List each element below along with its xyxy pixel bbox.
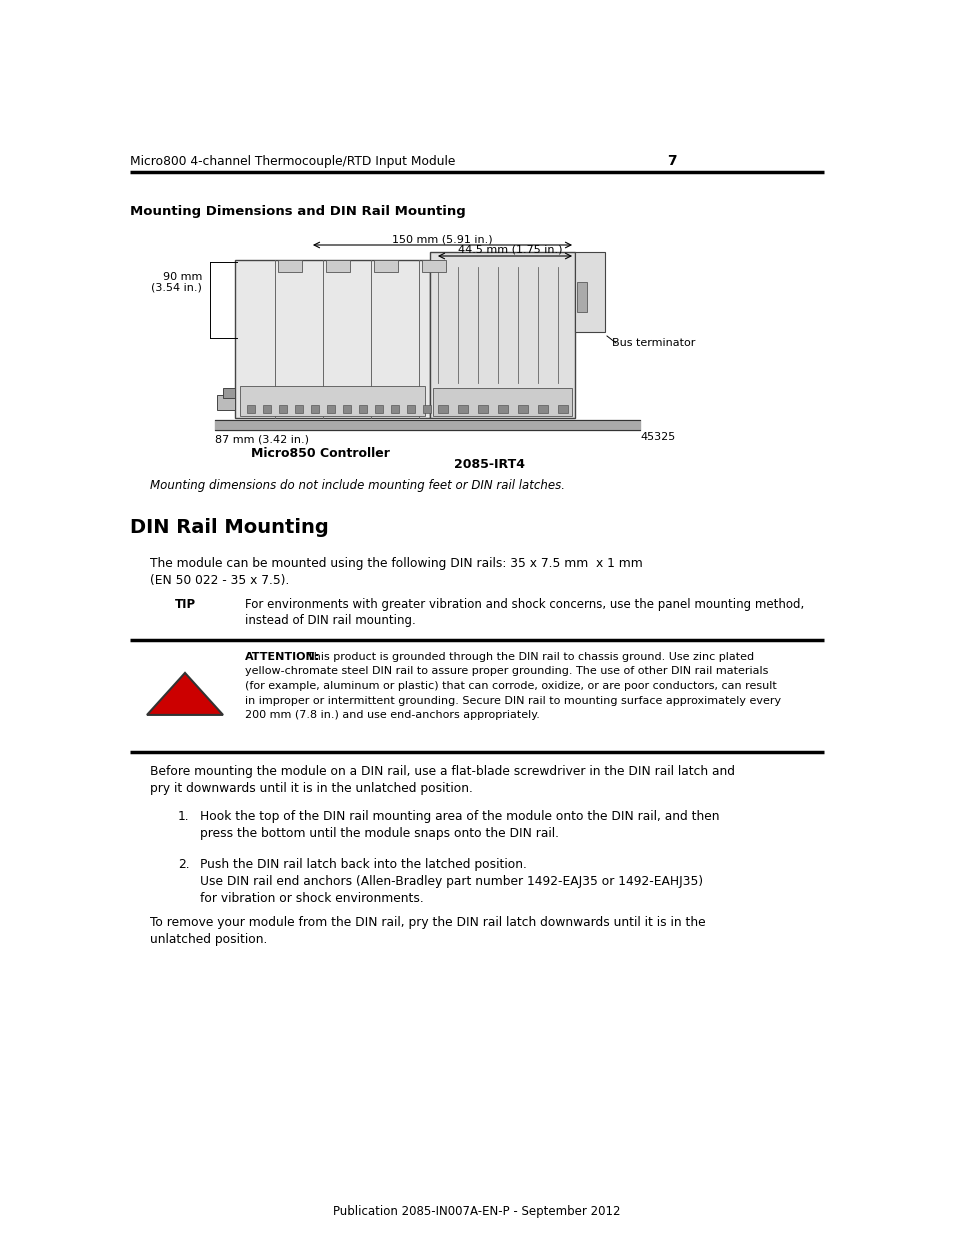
Bar bbox=[374, 261, 397, 272]
Bar bbox=[263, 405, 271, 412]
Bar bbox=[327, 405, 335, 412]
Text: Micro800 4-channel Thermocouple/RTD Input Module: Micro800 4-channel Thermocouple/RTD Inpu… bbox=[130, 156, 455, 168]
Bar bbox=[247, 405, 254, 412]
Bar bbox=[407, 405, 415, 412]
Text: 87 mm (3.42 in.): 87 mm (3.42 in.) bbox=[214, 433, 309, 445]
Bar bbox=[433, 388, 572, 416]
Bar bbox=[537, 405, 547, 412]
Text: Publication 2085-IN007A-EN-P - September 2012: Publication 2085-IN007A-EN-P - September… bbox=[333, 1205, 620, 1218]
Text: !: ! bbox=[179, 688, 191, 713]
Text: Mounting dimensions do not include mounting feet or DIN rail latches.: Mounting dimensions do not include mount… bbox=[150, 479, 564, 492]
Text: pry it downwards until it is in the unlatched position.: pry it downwards until it is in the unla… bbox=[150, 782, 473, 795]
Text: TIP: TIP bbox=[174, 598, 196, 611]
Bar bbox=[577, 282, 586, 312]
Text: DIN Rail Mounting: DIN Rail Mounting bbox=[130, 517, 329, 537]
Text: (for example, aluminum or plastic) that can corrode, oxidize, or are poor conduc: (for example, aluminum or plastic) that … bbox=[245, 680, 776, 692]
Text: press the bottom until the module snaps onto the DIN rail.: press the bottom until the module snaps … bbox=[200, 827, 558, 840]
Text: 1.: 1. bbox=[178, 810, 190, 823]
Text: 7: 7 bbox=[666, 154, 676, 168]
Text: Micro850 Controller: Micro850 Controller bbox=[251, 447, 389, 459]
Bar bbox=[430, 252, 575, 417]
Text: 90 mm: 90 mm bbox=[162, 272, 202, 282]
Text: 45325: 45325 bbox=[639, 432, 675, 442]
Bar bbox=[278, 405, 287, 412]
Text: 2085-IRT4: 2085-IRT4 bbox=[454, 458, 525, 471]
Bar bbox=[326, 261, 350, 272]
Polygon shape bbox=[147, 673, 223, 715]
Bar bbox=[277, 261, 302, 272]
Bar bbox=[517, 405, 527, 412]
Bar bbox=[421, 261, 446, 272]
Bar bbox=[358, 405, 367, 412]
Bar bbox=[437, 405, 448, 412]
Text: For environments with greater vibration and shock concerns, use the panel mounti: For environments with greater vibration … bbox=[245, 598, 803, 611]
Text: unlatched position.: unlatched position. bbox=[150, 932, 267, 946]
Text: instead of DIN rail mounting.: instead of DIN rail mounting. bbox=[245, 614, 416, 627]
Bar bbox=[216, 395, 234, 410]
Text: ATTENTION:: ATTENTION: bbox=[245, 652, 320, 662]
Bar bbox=[558, 405, 567, 412]
Bar bbox=[375, 405, 382, 412]
Text: This product is grounded through the DIN rail to chassis ground. Use zinc plated: This product is grounded through the DIN… bbox=[307, 652, 753, 662]
Text: To remove your module from the DIN rail, pry the DIN rail latch downwards until : To remove your module from the DIN rail,… bbox=[150, 916, 705, 929]
Polygon shape bbox=[214, 420, 639, 430]
Text: 44.5 mm (1.75 in.): 44.5 mm (1.75 in.) bbox=[457, 245, 561, 254]
Text: Before mounting the module on a DIN rail, use a flat-blade screwdriver in the DI: Before mounting the module on a DIN rail… bbox=[150, 764, 734, 778]
Bar bbox=[311, 405, 318, 412]
Text: (3.54 in.): (3.54 in.) bbox=[151, 282, 202, 291]
Text: 2.: 2. bbox=[178, 858, 190, 871]
Bar bbox=[240, 387, 424, 416]
Text: for vibration or shock environments.: for vibration or shock environments. bbox=[200, 892, 423, 905]
Bar bbox=[422, 405, 431, 412]
Bar bbox=[223, 388, 234, 398]
Text: 200 mm (7.8 in.) and use end-anchors appropriately.: 200 mm (7.8 in.) and use end-anchors app… bbox=[245, 710, 539, 720]
Text: Use DIN rail end anchors (Allen-Bradley part number 1492-EAJ35 or 1492-EAHJ35): Use DIN rail end anchors (Allen-Bradley … bbox=[200, 876, 702, 888]
Text: Push the DIN rail latch back into the latched position.: Push the DIN rail latch back into the la… bbox=[200, 858, 526, 871]
Bar bbox=[391, 405, 398, 412]
Text: The module can be mounted using the following DIN rails: 35 x 7.5 mm  x 1 mm: The module can be mounted using the foll… bbox=[150, 557, 642, 571]
Text: Mounting Dimensions and DIN Rail Mounting: Mounting Dimensions and DIN Rail Mountin… bbox=[130, 205, 465, 219]
Bar bbox=[343, 405, 351, 412]
Bar bbox=[234, 261, 430, 417]
Bar bbox=[575, 252, 604, 332]
Text: Bus terminator: Bus terminator bbox=[612, 338, 695, 348]
Text: 150 mm (5.91 in.): 150 mm (5.91 in.) bbox=[392, 233, 492, 245]
Bar bbox=[294, 405, 303, 412]
Bar bbox=[497, 405, 507, 412]
Text: Hook the top of the DIN rail mounting area of the module onto the DIN rail, and : Hook the top of the DIN rail mounting ar… bbox=[200, 810, 719, 823]
Text: in improper or intermittent grounding. Secure DIN rail to mounting surface appro: in improper or intermittent grounding. S… bbox=[245, 695, 781, 705]
Text: yellow-chromate steel DIN rail to assure proper grounding. The use of other DIN : yellow-chromate steel DIN rail to assure… bbox=[245, 667, 767, 677]
Bar bbox=[457, 405, 468, 412]
Text: (EN 50 022 - 35 x 7.5).: (EN 50 022 - 35 x 7.5). bbox=[150, 574, 289, 587]
Bar bbox=[477, 405, 488, 412]
